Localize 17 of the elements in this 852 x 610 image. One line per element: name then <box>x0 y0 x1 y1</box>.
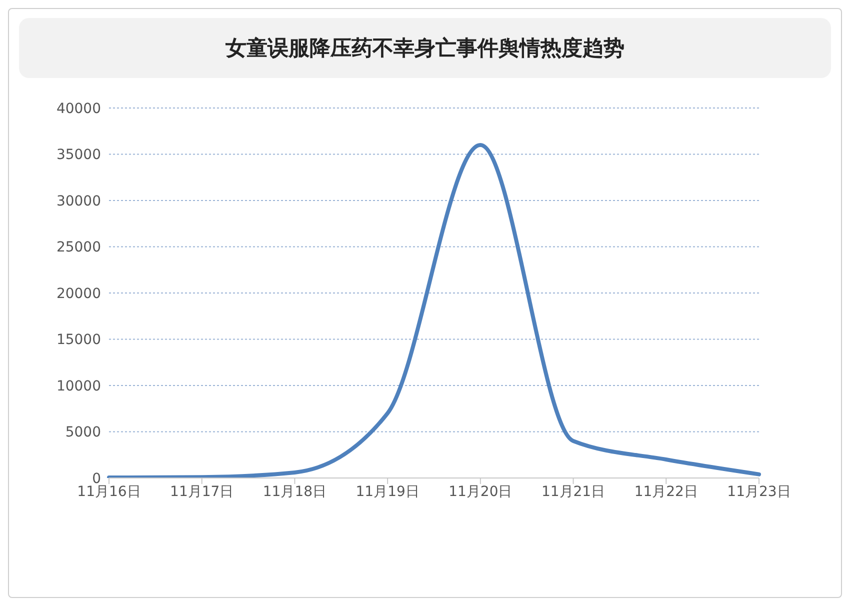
x-tick-label: 11月20日 <box>448 484 512 500</box>
y-tick-label: 15000 <box>56 332 101 348</box>
x-tick-label: 11月22日 <box>634 484 698 500</box>
y-tick-label: 30000 <box>56 193 101 210</box>
chart-title: 女童误服降压药不幸身亡事件舆情热度趋势 <box>19 18 831 78</box>
x-tick-label: 11月17日 <box>170 484 234 500</box>
x-tick-label: 11月23日 <box>727 484 791 500</box>
y-tick-label: 20000 <box>56 286 101 302</box>
y-tick-label: 35000 <box>56 147 101 164</box>
x-tick-label: 11月21日 <box>541 484 606 500</box>
x-tick-label: 11月16日 <box>77 484 141 500</box>
x-tick-label: 11月19日 <box>356 484 420 500</box>
y-tick-label: 10000 <box>56 378 101 394</box>
y-tick-label: 5000 <box>65 424 101 441</box>
y-tick-label: 25000 <box>56 240 101 256</box>
y-tick-label: 40000 <box>56 100 101 117</box>
x-tick-label: 11月18日 <box>262 484 327 500</box>
